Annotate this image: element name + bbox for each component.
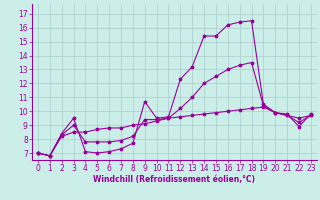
X-axis label: Windchill (Refroidissement éolien,°C): Windchill (Refroidissement éolien,°C) (93, 175, 255, 184)
